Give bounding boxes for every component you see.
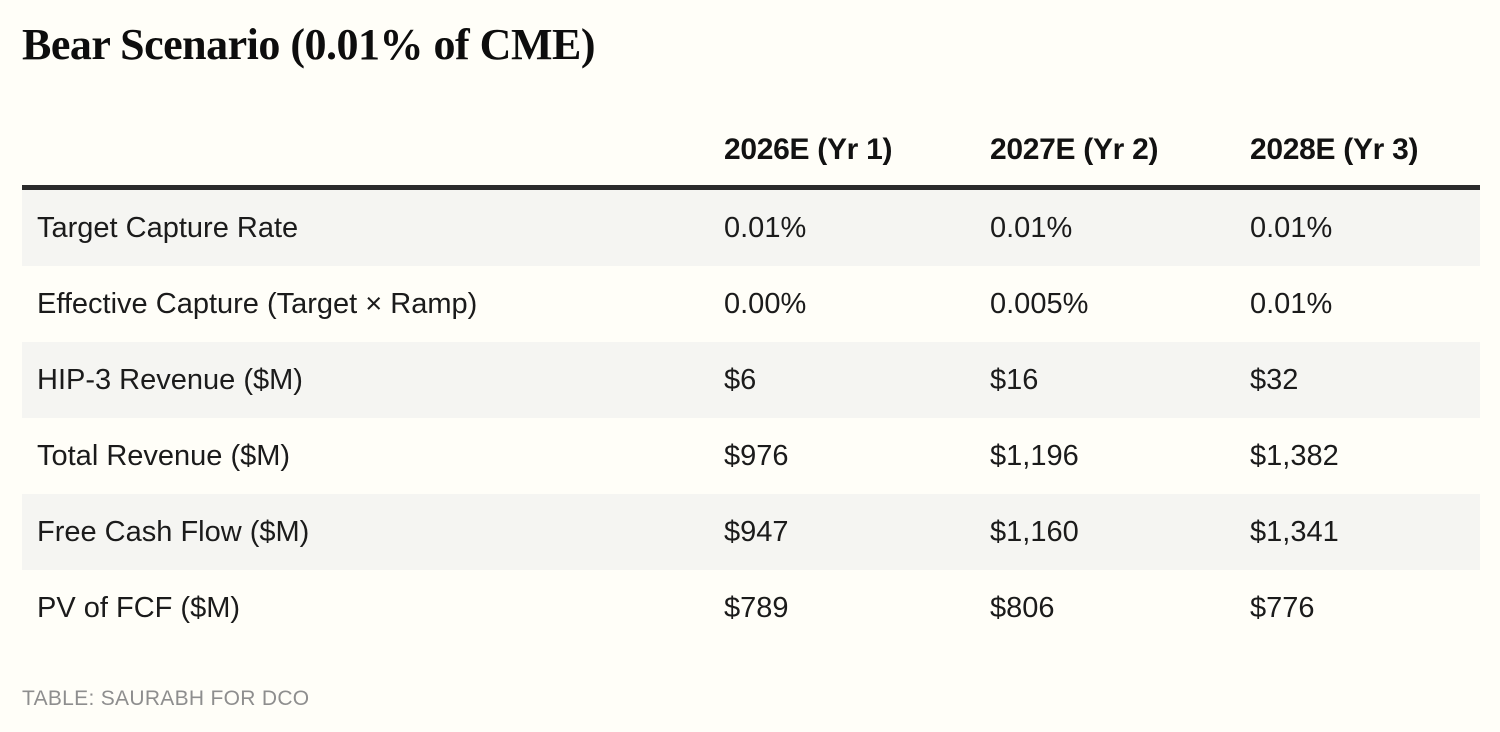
scenario-table: 2026E (Yr 1) 2027E (Yr 2) 2028E (Yr 3) T… <box>22 133 1480 646</box>
cell-value: $6 <box>724 364 757 396</box>
row-label: Total Revenue ($M) <box>37 440 291 472</box>
row-label: PV of FCF ($M) <box>37 592 241 624</box>
column-header-yr3: 2028E (Yr 3) <box>1250 133 1419 166</box>
cell-value: 0.01% <box>724 212 807 244</box>
cell-value: $1,341 <box>1250 516 1339 548</box>
cell-value: 0.01% <box>990 212 1073 244</box>
cell-value: 0.01% <box>1250 212 1333 244</box>
column-header-yr1: 2026E (Yr 1) <box>724 133 893 166</box>
cell-value: $16 <box>990 364 1039 396</box>
footer-credit: TABLE: SAURABH FOR DCO <box>22 687 310 710</box>
cell-value: $1,160 <box>990 516 1079 548</box>
row-label: HIP-3 Revenue ($M) <box>37 364 303 396</box>
cell-value: 0.005% <box>990 288 1089 320</box>
table-row: PV of FCF ($M) $789 $806 $776 <box>22 570 1480 646</box>
table-row: Free Cash Flow ($M) $947 $1,160 $1,341 <box>22 494 1480 570</box>
table-row: Effective Capture (Target × Ramp) 0.00% … <box>22 266 1480 342</box>
row-label: Target Capture Rate <box>37 212 299 244</box>
page: Bear Scenario (0.01% of CME) 2026E (Yr 1… <box>22 20 1480 710</box>
row-label: Effective Capture (Target × Ramp) <box>37 288 478 320</box>
cell-value: $789 <box>724 592 789 624</box>
cell-value: $976 <box>724 440 789 472</box>
cell-value: $1,382 <box>1250 440 1339 472</box>
row-label: Free Cash Flow ($M) <box>37 516 310 548</box>
cell-value: 0.01% <box>1250 288 1333 320</box>
cell-value: $947 <box>724 516 789 548</box>
cell-value: $776 <box>1250 592 1315 624</box>
cell-value: 0.00% <box>724 288 807 320</box>
table-row: Total Revenue ($M) $976 $1,196 $1,382 <box>22 418 1480 494</box>
cell-value: $32 <box>1250 364 1299 396</box>
table-header-row: 2026E (Yr 1) 2027E (Yr 2) 2028E (Yr 3) <box>22 133 1480 190</box>
table-row: Target Capture Rate 0.01% 0.01% 0.01% <box>22 190 1480 266</box>
cell-value: $1,196 <box>990 440 1079 472</box>
table-row: HIP-3 Revenue ($M) $6 $16 $32 <box>22 342 1480 418</box>
column-header-yr2: 2027E (Yr 2) <box>990 133 1159 166</box>
page-title: Bear Scenario (0.01% of CME) <box>22 20 595 69</box>
cell-value: $806 <box>990 592 1055 624</box>
